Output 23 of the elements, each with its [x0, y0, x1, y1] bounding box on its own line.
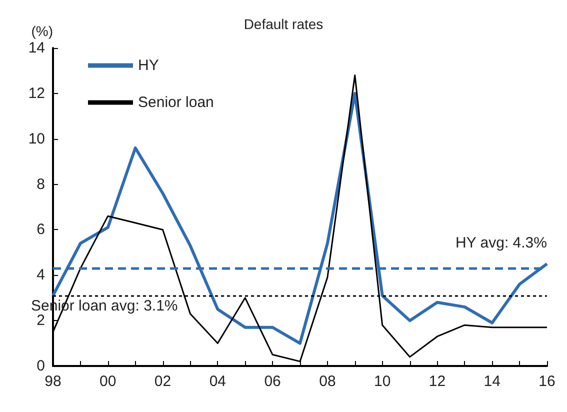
- ref-line-label: HY avg: 4.3%: [456, 234, 547, 252]
- y-tick-label: 12: [28, 84, 45, 102]
- legend-label: Senior loan: [138, 94, 214, 111]
- y-tick-label: 2: [36, 312, 45, 330]
- x-tick-label: 04: [209, 373, 226, 390]
- x-tick-label: 00: [100, 373, 116, 390]
- y-tick-label: 0: [36, 358, 45, 374]
- y-tick-label: 4: [36, 266, 45, 284]
- x-tick-label: 16: [538, 373, 556, 390]
- y-tick-label: 6: [36, 221, 45, 238]
- y-tick-label: 8: [36, 176, 45, 193]
- x-tick-label: 12: [428, 373, 446, 390]
- x-tick-label: 06: [264, 373, 281, 390]
- x-tick-label: 98: [44, 373, 62, 390]
- y-tick-label: 10: [28, 130, 45, 148]
- x-tick-label: 10: [374, 373, 391, 390]
- y-axis-title: (%): [31, 23, 53, 39]
- x-tick-label: 14: [484, 373, 500, 390]
- x-tick-label: 02: [154, 373, 172, 390]
- legend-label: HY: [138, 57, 159, 74]
- x-tick-label: 08: [319, 373, 336, 390]
- y-tick-label: 14: [28, 40, 45, 56]
- chart-title: Default rates: [244, 16, 324, 32]
